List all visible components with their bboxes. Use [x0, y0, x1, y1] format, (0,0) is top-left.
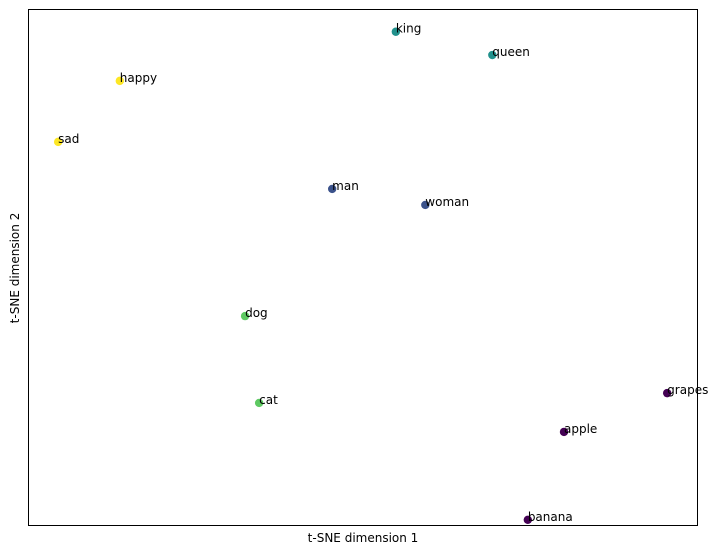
point-man — [327, 184, 337, 194]
point-label-queen: queen — [492, 45, 530, 59]
y-axis-label: t-SNE dimension 2 — [8, 213, 22, 324]
point-label-king: king — [396, 22, 422, 36]
point-banana — [523, 515, 533, 524]
point-label-apple: apple — [564, 422, 597, 436]
point-label-man: man — [332, 179, 359, 193]
point-label-banana: banana — [528, 510, 573, 524]
point-label-woman: woman — [425, 195, 469, 209]
point-label-grapes: grapes — [667, 383, 708, 397]
point-dog — [240, 311, 250, 321]
point-sad — [53, 137, 63, 147]
point-label-sad: sad — [58, 132, 79, 146]
point-grapes — [662, 388, 672, 398]
point-apple — [559, 427, 569, 437]
point-happy — [115, 76, 124, 86]
point-king — [391, 27, 401, 36]
point-label-cat: cat — [259, 393, 278, 407]
point-cat — [254, 398, 264, 408]
point-label-happy: happy — [120, 71, 157, 85]
plot-area — [28, 9, 698, 526]
points-layer: king queen happy sad man woman dog cat grapes app… — [53, 22, 708, 524]
point-queen — [488, 50, 497, 60]
x-axis-label: t-SNE dimension 1 — [308, 531, 419, 545]
point-label-dog: dog — [245, 306, 268, 320]
point-woman — [421, 200, 430, 210]
